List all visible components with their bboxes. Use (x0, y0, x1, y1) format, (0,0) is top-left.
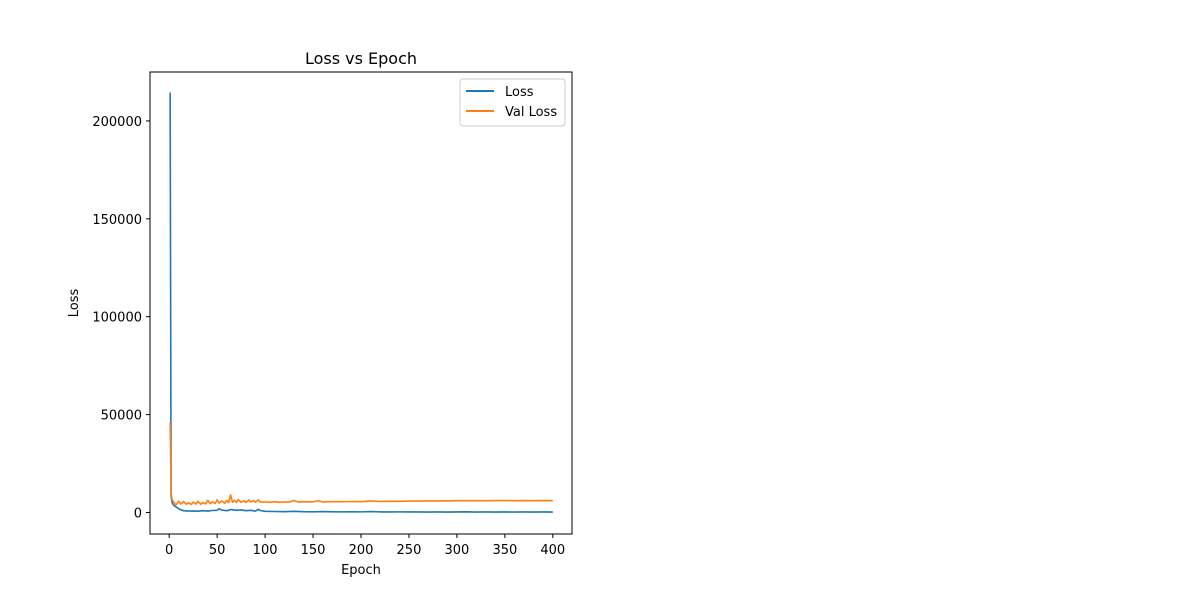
y-tick-label: 50000 (101, 409, 142, 424)
x-tick-label: 150 (301, 543, 326, 558)
x-axis-label: Epoch (341, 563, 381, 578)
legend-label-loss: Loss (505, 85, 534, 100)
series-line-val-loss (169, 422, 553, 506)
y-axis-label: Loss (67, 289, 82, 318)
y-tick-label: 200000 (92, 115, 142, 130)
chart-title: Loss vs Epoch (305, 49, 417, 68)
legend: Loss Val Loss (459, 78, 566, 127)
x-tick-label: 200 (349, 543, 374, 558)
legend-label-val-loss: Val Loss (505, 105, 557, 120)
x-tick-label: 300 (444, 543, 469, 558)
x-tick-label: 100 (253, 543, 278, 558)
y-tick-label: 100000 (92, 311, 142, 326)
plot-lines (169, 92, 553, 513)
x-tick-label: 0 (165, 543, 173, 558)
x-axis-ticks: 0 50 100 150 200 250 300 350 400 (165, 534, 565, 558)
y-tick-label: 0 (134, 506, 142, 521)
x-tick-label: 50 (209, 543, 226, 558)
x-tick-label: 250 (397, 543, 422, 558)
y-axis-ticks: 0 50000 100000 150000 200000 (92, 115, 150, 521)
x-tick-label: 400 (540, 543, 565, 558)
y-tick-label: 150000 (92, 213, 142, 228)
series-line-loss (169, 92, 553, 513)
x-tick-label: 350 (492, 543, 517, 558)
